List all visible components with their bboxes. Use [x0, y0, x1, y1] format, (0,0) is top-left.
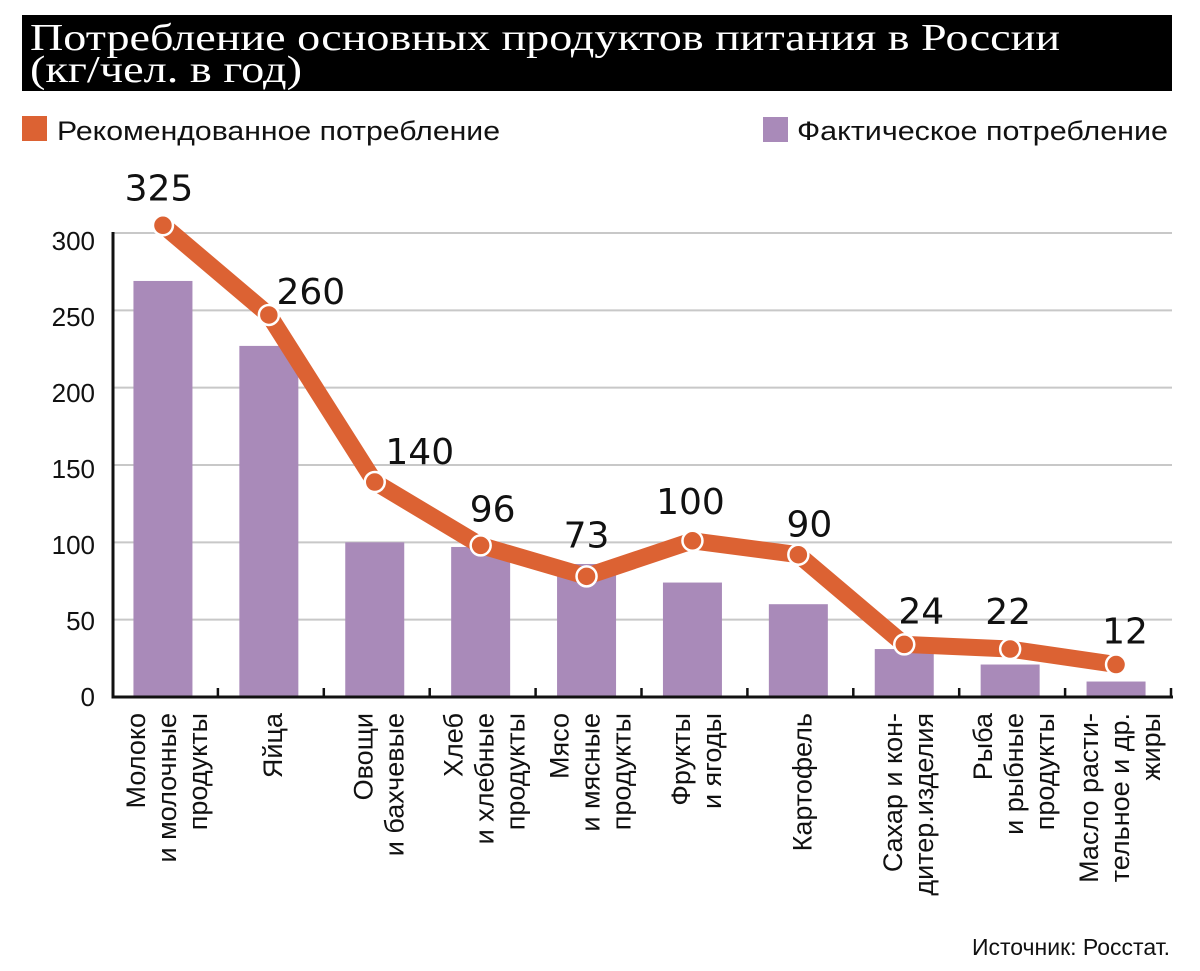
x-category-label-line: и рыбные	[999, 713, 1029, 835]
x-category-label-line: Рыба	[968, 712, 998, 780]
value-label-recommended: 140	[385, 432, 454, 473]
y-tick-label: 0	[81, 682, 95, 712]
x-category-label: Хлеб и хлебные продукты	[439, 713, 531, 844]
y-axis-tick-labels: 0 50 100 150 200 250 300	[52, 226, 95, 712]
x-category-label-line: Яйца	[258, 712, 288, 778]
x-category-label-line: продукты	[1030, 713, 1060, 830]
x-category-label: Молоко и молочные продукты	[121, 713, 213, 862]
x-category-label-line: тельное и др.	[1105, 713, 1135, 882]
line-point-recommended	[893, 633, 916, 656]
value-label-recommended: 100	[656, 482, 725, 523]
y-tick-label: 150	[52, 454, 95, 484]
line-recommended-path	[154, 216, 1125, 674]
x-category-label-line: Масло расти-	[1074, 713, 1104, 883]
legend-label-recommended: Рекомендованное потребление	[57, 116, 500, 146]
line-point-recommended	[998, 637, 1022, 661]
x-axis-category-labels: Молоко и молочные продукты Яйца Овощи и бахче…	[121, 712, 1166, 896]
line-point-recommended	[575, 565, 598, 588]
x-category-label-line: и молочные	[152, 713, 182, 862]
line-point-recommended	[257, 303, 281, 327]
x-category-label: Фрукты и ягоды	[666, 713, 727, 809]
x-category-label: Мясо и мясные продукты	[545, 713, 637, 832]
x-category-label-line: и мясные	[576, 713, 606, 832]
value-label-recommended: 325	[125, 168, 194, 209]
value-label-recommended: 24	[898, 591, 944, 632]
x-category-label-line: и хлебные	[470, 713, 500, 844]
line-point-recommended	[681, 529, 704, 553]
value-label-recommended: 260	[276, 272, 345, 313]
legend-swatch-actual	[763, 117, 788, 142]
x-category-label: Картофель	[787, 713, 817, 851]
legend-label-actual: Фактическое потребление	[797, 116, 1168, 146]
legend-item-recommended: Рекомендованное потребление	[22, 116, 500, 146]
line-point-recommended	[151, 214, 175, 237]
bar-actual	[345, 542, 405, 697]
x-category-label-line: продукты	[501, 713, 531, 830]
bar-actual	[662, 582, 722, 697]
legend: Рекомендованное потребление Фактическое …	[22, 116, 1168, 146]
x-category-label-line: Мясо	[545, 713, 575, 779]
line-point-recommended	[363, 470, 386, 494]
x-category-label-line: Овощи	[348, 713, 378, 800]
bar-actual	[874, 649, 934, 697]
line-recommended	[151, 214, 1128, 676]
value-label-recommended: 96	[470, 489, 516, 530]
bar-actual	[239, 345, 299, 697]
line-point-recommended	[469, 534, 492, 557]
value-label-recommended: 73	[564, 515, 610, 556]
legend-swatch-recommended	[22, 116, 47, 141]
x-category-label-line: Фрукты	[666, 713, 696, 806]
bar-actual	[980, 664, 1040, 697]
x-category-label-line: жиры	[1136, 713, 1166, 781]
bars-actual	[133, 280, 1146, 697]
value-label-recommended: 22	[985, 592, 1031, 633]
value-label-recommended: 90	[786, 505, 832, 546]
x-category-label: Рыба и рыбные продукты	[968, 712, 1060, 835]
bar-actual	[451, 546, 511, 697]
bar-actual	[1086, 681, 1146, 697]
x-category-label-line: Хлеб	[439, 713, 469, 777]
x-category-label: Сахар и кон-дитер.изделия	[878, 713, 939, 896]
y-tick-label: 300	[52, 226, 95, 256]
y-tick-label: 100	[52, 530, 95, 560]
y-tick-label: 50	[66, 606, 95, 636]
y-tick-label: 250	[52, 302, 95, 332]
x-category-label: Яйца	[258, 712, 288, 778]
value-labels: 325 260 140 96 73 100 90 24 22 12	[125, 168, 1148, 652]
x-category-label-line: продукты	[183, 713, 213, 830]
axes	[111, 232, 1173, 699]
source-note: Источник: Росстат.	[972, 934, 1170, 960]
bar-actual	[133, 280, 193, 697]
y-tick-label: 200	[52, 378, 95, 408]
title-block: Потребление основных продуктов питания в…	[22, 15, 1172, 91]
line-point-recommended	[787, 543, 810, 566]
chart-title-line-1: Потребление основных продуктов питания в…	[30, 17, 1060, 59]
value-label-recommended: 12	[1102, 612, 1148, 653]
title-background	[22, 15, 1172, 91]
x-category-label-line: Сахар и кон-	[878, 713, 908, 872]
x-category-label-line: дитер.изделия	[909, 713, 939, 896]
bar-actual	[768, 604, 828, 697]
line-point-recommended	[1104, 653, 1128, 676]
x-category-label-line: и бахчевые	[379, 713, 409, 856]
x-category-label-line: продукты	[607, 713, 637, 830]
chart-title-line-2: (кг/чел. в год)	[30, 49, 302, 91]
x-category-label: Овощи и бахчевые	[348, 713, 409, 856]
x-category-label-line: и ягоды	[697, 713, 727, 809]
x-category-label-line: Молоко	[121, 713, 151, 808]
x-category-label-line: Картофель	[787, 713, 817, 851]
legend-item-actual: Фактическое потребление	[763, 116, 1168, 146]
x-category-label: Масло расти-тельное и др. жиры	[1074, 713, 1166, 883]
